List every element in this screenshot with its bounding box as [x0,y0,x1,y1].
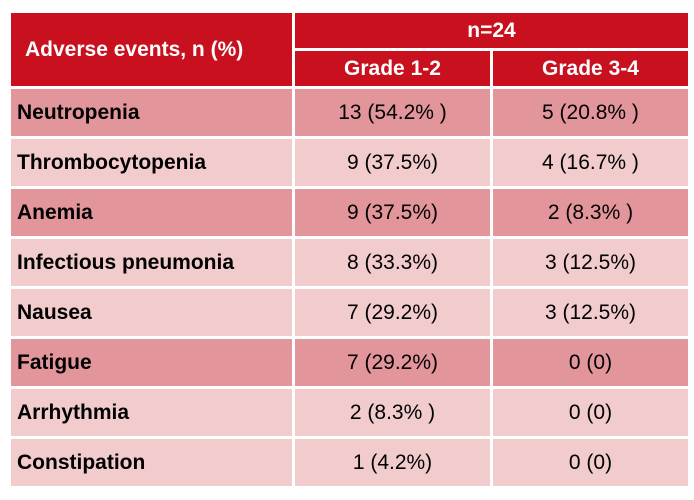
header-row-top: Adverse events, n (%) n=24 [8,10,691,89]
grade-3-4-value: 5 (20.8% ) [490,86,691,139]
grade-3-4-value: 0 (0) [490,336,691,389]
table-row: Anemia 9 (37.5%) 2 (8.3% ) [8,186,691,239]
adverse-events-table: Adverse events, n (%) n=24 Grade 1-2 Gra… [8,10,691,489]
grade-1-2-value: 7 (29.2%) [292,336,493,389]
event-name: Neutropenia [8,86,295,139]
event-name: Arrhythmia [8,386,295,439]
table-header: Adverse events, n (%) n=24 Grade 1-2 Gra… [8,10,691,89]
event-name: Anemia [8,186,295,239]
grade-3-4-value: 3 (12.5%) [490,236,691,289]
grade-1-2-value: 9 (37.5%) [292,186,493,239]
table-row: Nausea 7 (29.2%) 3 (12.5%) [8,286,691,339]
grade-3-4-value: 4 (16.7% ) [490,136,691,189]
table-row: Neutropenia 13 (54.2% ) 5 (20.8% ) [8,86,691,139]
event-name: Infectious pneumonia [8,236,295,289]
table-row: Arrhythmia 2 (8.3% ) 0 (0) [8,386,691,439]
column-header-grade-3-4: Grade 3-4 [490,48,691,89]
grade-1-2-value: 13 (54.2% ) [292,86,493,139]
grade-3-4-value: 2 (8.3% ) [490,186,691,239]
header-row-bottom: Grade 1-2 Grade 3-4 [10,48,691,89]
event-name: Fatigue [8,336,295,389]
event-name: Nausea [8,286,295,339]
grade-1-2-value: 7 (29.2%) [292,286,493,339]
grade-3-4-value: 0 (0) [490,436,691,489]
event-name: Constipation [8,436,295,489]
grade-1-2-value: 2 (8.3% ) [292,386,493,439]
grade-1-2-value: 9 (37.5%) [292,136,493,189]
grade-3-4-value: 3 (12.5%) [490,286,691,339]
table-body: Neutropenia 13 (54.2% ) 5 (20.8% ) Throm… [8,86,691,489]
group-header: n=24 [292,10,691,51]
table-row: Thrombocytopenia 9 (37.5%) 4 (16.7% ) [8,136,691,189]
row-label-header: Adverse events, n (%) [8,10,295,89]
column-header-grade-1-2: Grade 1-2 [292,48,493,89]
table-row: Fatigue 7 (29.2%) 0 (0) [8,336,691,389]
grade-1-2-value: 8 (33.3%) [292,236,493,289]
table-row: Infectious pneumonia 8 (33.3%) 3 (12.5%) [8,236,691,289]
grade-1-2-value: 1 (4.2%) [292,436,493,489]
table-row: Constipation 1 (4.2%) 0 (0) [8,436,691,489]
grade-3-4-value: 0 (0) [490,386,691,439]
event-name: Thrombocytopenia [8,136,295,189]
